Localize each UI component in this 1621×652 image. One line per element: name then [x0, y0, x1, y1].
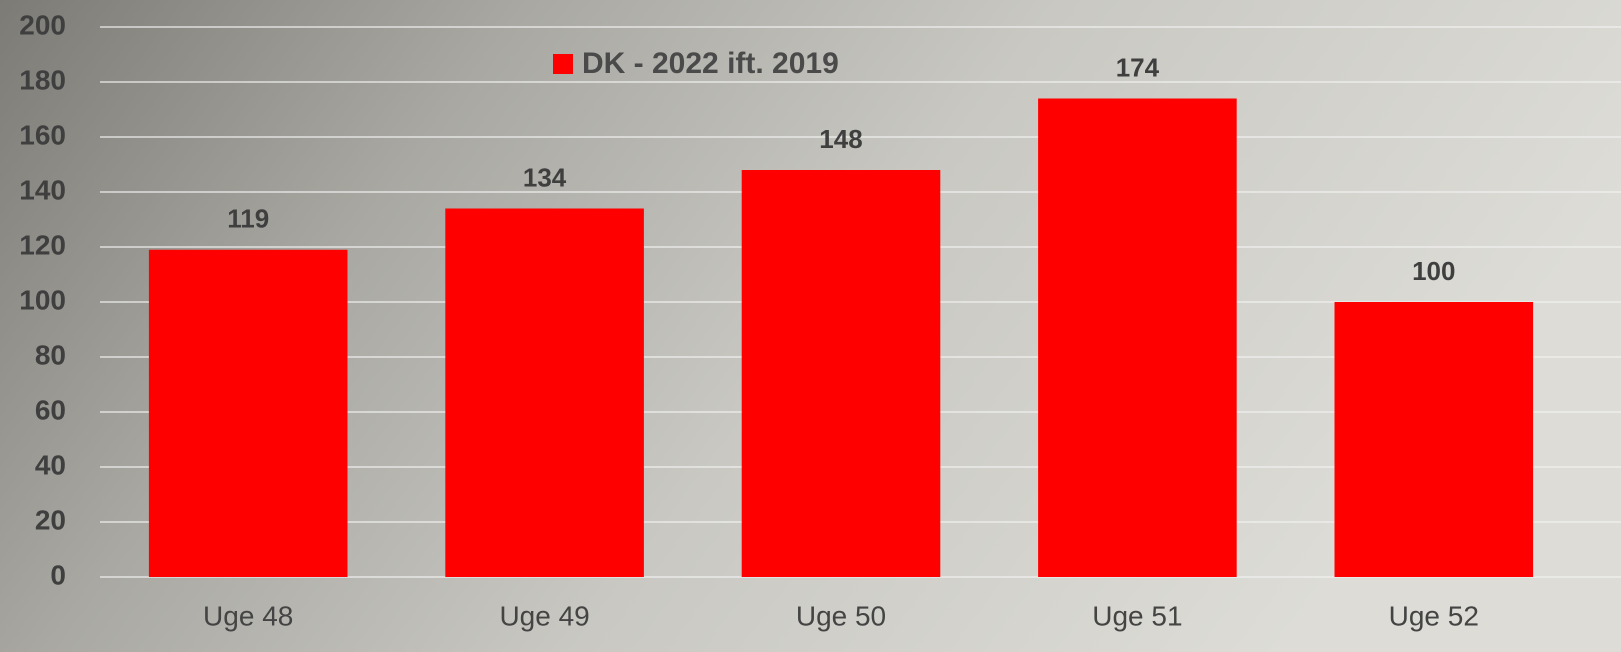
y-tick-label: 60 — [35, 394, 66, 425]
y-tick-label: 40 — [35, 449, 66, 480]
x-tick-label: Uge 50 — [796, 600, 886, 631]
y-tick-label: 160 — [19, 119, 66, 150]
x-tick-label: Uge 52 — [1389, 600, 1479, 631]
y-tick-label: 80 — [35, 339, 66, 370]
x-tick-label: Uge 49 — [499, 600, 589, 631]
y-tick-label: 0 — [50, 559, 66, 590]
y-tick-label: 120 — [19, 229, 66, 260]
bar — [1038, 99, 1237, 578]
bar — [445, 209, 644, 578]
value-label: 134 — [523, 162, 567, 192]
value-label: 119 — [227, 204, 269, 234]
bar — [1335, 302, 1534, 577]
chart: 0 20 40 60 80 100 120 140 160 180 200 Uge 48 Uge 49 U… — [0, 0, 1621, 652]
value-label: 174 — [1116, 52, 1160, 82]
x-tick-label: Uge 48 — [203, 600, 293, 631]
bar — [149, 250, 348, 577]
value-label: 148 — [819, 124, 862, 154]
y-tick-label: 180 — [19, 64, 66, 95]
y-tick-label: 100 — [19, 284, 66, 315]
x-tick-label: Uge 51 — [1092, 600, 1182, 631]
y-tick-label: 20 — [35, 504, 66, 535]
legend-label: DK - 2022 ift. 2019 — [582, 47, 839, 80]
value-label: 100 — [1412, 256, 1455, 286]
legend-swatch — [553, 54, 573, 74]
y-tick-label: 200 — [19, 9, 66, 40]
bar — [742, 170, 941, 577]
y-tick-label: 140 — [19, 174, 66, 205]
